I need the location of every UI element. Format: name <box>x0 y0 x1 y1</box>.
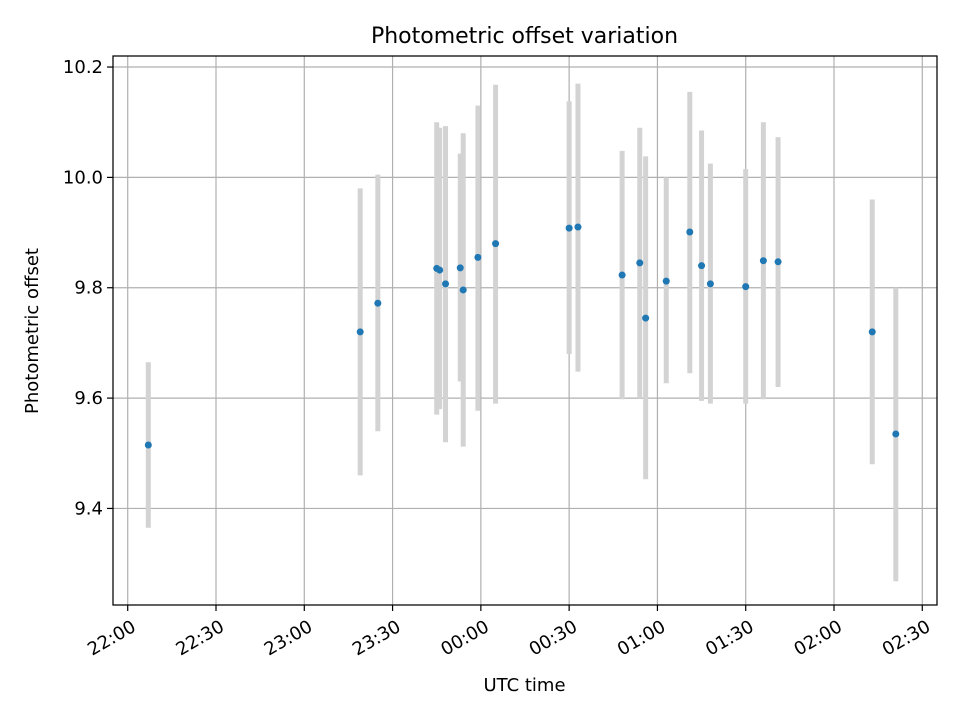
y-axis-label: Photometric offset <box>22 248 43 414</box>
data-point <box>698 262 706 270</box>
y-tick-label: 9.8 <box>74 278 103 299</box>
data-point <box>456 264 464 272</box>
y-tick-label: 10.2 <box>63 57 103 78</box>
data-point <box>686 228 694 236</box>
data-point <box>774 258 782 266</box>
data-point <box>759 257 767 265</box>
y-tick-label: 10.0 <box>63 167 103 188</box>
data-point <box>636 259 644 267</box>
data-point <box>459 286 467 294</box>
data-point <box>574 223 582 231</box>
data-point <box>442 280 450 288</box>
data-point <box>144 441 152 449</box>
data-point <box>565 224 573 232</box>
data-point <box>706 280 714 288</box>
chart-title: Photometric offset variation <box>371 24 678 49</box>
data-point <box>492 240 500 248</box>
grid <box>113 56 937 605</box>
data-point <box>662 277 670 285</box>
data-point <box>356 328 364 336</box>
data-point <box>642 314 650 322</box>
x-axis-label: UTC time <box>483 675 565 696</box>
data-points <box>144 223 900 449</box>
data-point <box>618 271 626 279</box>
axes-frame <box>112 55 938 606</box>
data-point <box>474 253 482 261</box>
data-point <box>868 328 876 336</box>
data-point <box>892 430 900 438</box>
data-point <box>374 299 382 307</box>
data-point <box>742 283 750 291</box>
data-point <box>436 266 444 274</box>
y-tick-label: 9.4 <box>74 498 103 519</box>
y-tick-label: 9.6 <box>74 388 103 409</box>
